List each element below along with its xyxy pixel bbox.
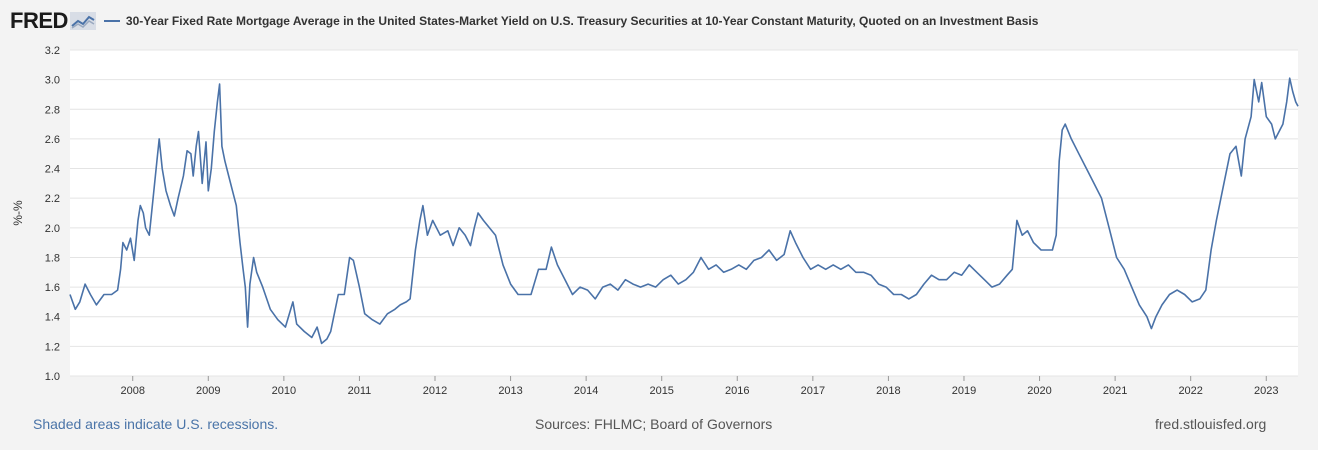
line-chart[interactable]: 1.0 1.2 1.4 1.6 1.8 2.0 2.2 2.4 2.6 2.8 3.0 3.2 200… [0,38,1318,408]
x-tick-label: 2013 [498,385,522,397]
y-axis-label: %-% [11,200,25,226]
x-tick-label: 2022 [1178,385,1202,397]
fred-logo[interactable]: FRED [10,8,68,33]
x-tick-label: 2021 [1103,385,1127,397]
y-tick-label: 1.0 [45,371,60,383]
x-tick-label: 2023 [1254,385,1278,397]
y-tick-label: 1.2 [45,341,60,353]
series-line [69,77,1299,345]
fred-chart-icon [69,12,96,30]
x-tick-label: 2019 [952,385,976,397]
y-tick-label: 2.6 [45,134,60,146]
x-tick-label: 2012 [423,385,447,397]
y-tick-label: 1.6 [45,282,60,294]
x-tick-label: 2018 [876,385,900,397]
x-tick-label: 2010 [272,385,296,397]
recession-note[interactable]: Shaded areas indicate U.S. recessions. [33,416,279,432]
x-tick-label: 2020 [1027,385,1051,397]
x-tick-label: 2017 [801,385,825,397]
chart-area: 1.0 1.2 1.4 1.6 1.8 2.0 2.2 2.4 2.6 2.8 3.0 3.2 200… [0,38,1318,408]
y-tick-label: 3.2 [45,45,60,57]
y-tick-label: 2.2 [45,193,60,205]
site-link[interactable]: fred.stlouisfed.org [1155,416,1267,432]
x-tick-label: 2008 [120,385,144,397]
y-tick-label: 1.8 [45,252,60,264]
y-tick-label: 3.0 [45,75,60,87]
y-tick-label: 2.8 [45,104,60,116]
y-tick-label: 1.4 [45,312,60,324]
chart-header: FRED 30-Year Fixed Rate Mortgage Average… [10,8,1038,34]
x-tick-label: 2014 [574,385,598,397]
x-tick-label: 2015 [649,385,673,397]
x-tick-label: 2016 [725,385,749,397]
x-tick-label: 2011 [348,385,372,397]
sources-text: Sources: FHLMC; Board of Governors [535,416,773,432]
legend-swatch [103,20,120,22]
y-tick-label: 2.4 [45,164,60,176]
chart-title: 30-Year Fixed Rate Mortgage Average in t… [125,14,1039,28]
plot-area [70,50,1298,376]
y-tick-label: 2.0 [45,223,60,235]
x-tick-label: 2009 [196,385,220,397]
